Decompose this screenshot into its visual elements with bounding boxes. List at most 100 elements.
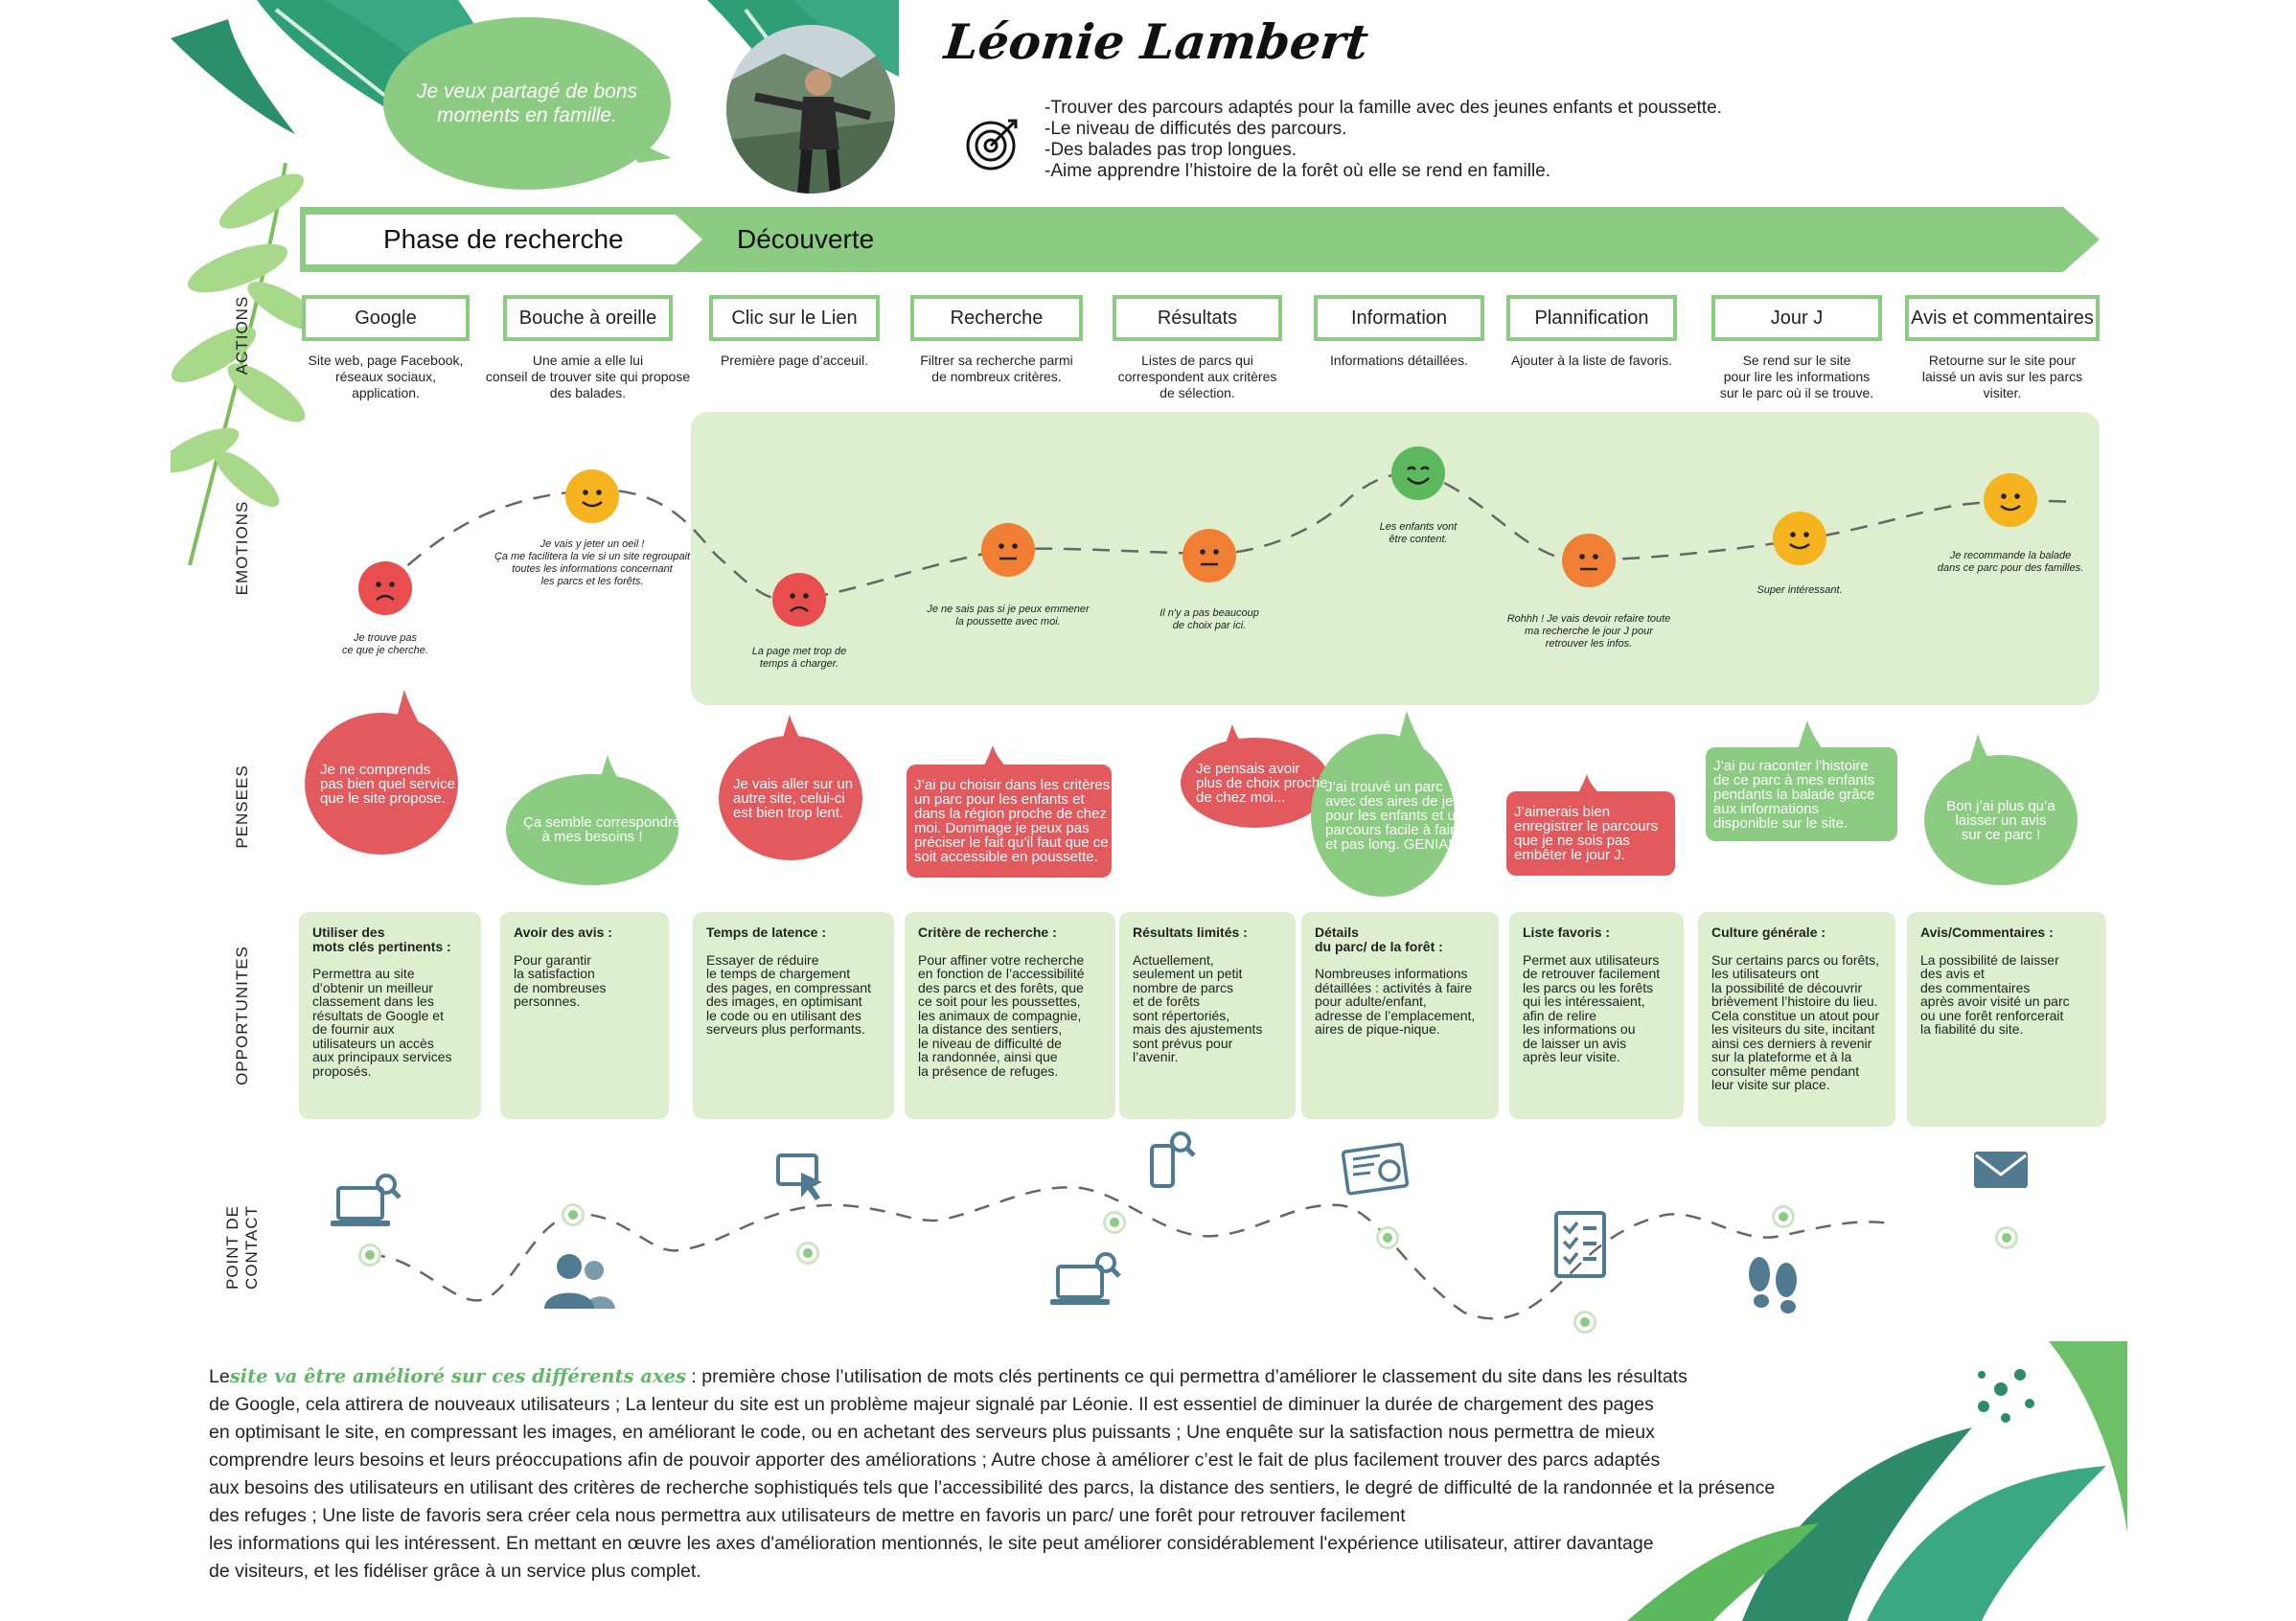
emotion-caption-line: La page met trop de <box>751 646 847 657</box>
thought-lines: J’aimerais bien enregistrer le parcours qu… <box>1514 805 1667 862</box>
thought-bubble-tail <box>393 690 424 732</box>
persona-quote-bubble: Je veux partagé de bons moments en famil… <box>383 17 671 190</box>
thought-line: Je pensais avoir <box>1196 760 1300 777</box>
thought-line: laisser un avis <box>1955 811 2047 829</box>
stage-description-line: Se rend sur le site <box>1742 353 1851 368</box>
thought-bubble-tail <box>596 755 627 793</box>
thought-line: autre site, celui-ci <box>733 789 845 807</box>
thought-bubble-shape <box>1706 747 1897 841</box>
opportunity-title: Critère de recherche : <box>918 925 1057 940</box>
touchpoint-path <box>369 1186 1896 1320</box>
stage-title: Résultats <box>1157 307 1238 329</box>
stage-description-line: sur le parc où il se trouve. <box>1719 385 1874 400</box>
emotion-caption-line: être content. <box>1389 534 1448 545</box>
emotion-caption-line: Ça me facilitera la vie si un site regro… <box>494 551 691 562</box>
stage-description-line: pour lire les informations <box>1723 369 1871 384</box>
thought-line: Je ne comprends <box>320 761 431 778</box>
thought-line: Ça semble correspondre <box>523 814 681 831</box>
thought-bubble-tail <box>1395 711 1426 753</box>
stage-description-line: Retourne sur le site pour <box>1928 353 2077 368</box>
opportunity-card: Critère de recherche : Pour affiner votre… <box>905 912 1115 1119</box>
touchpoint-dot-core <box>365 1250 375 1260</box>
emotion-caption: Rohhh ! Je vais devoir refaire toute ma r… <box>1474 613 1704 651</box>
mobile-search-icon <box>1146 1130 1200 1195</box>
opportunity-title: Temps de latence : <box>706 925 827 940</box>
stage-description-line: Filtrer sa recherche parmi <box>920 353 1073 368</box>
thought-lines: Ça semble correspondre à mes besoins ! <box>523 814 681 844</box>
touchpoint-dot <box>1772 1205 1795 1228</box>
emotion-caption-line: Il n'y a pas beaucoup <box>1159 607 1259 619</box>
thought-lines: Je vais aller sur un autre site, celui-ci… <box>733 775 854 820</box>
touchpoint-dot-core <box>803 1248 813 1258</box>
thought-text: J’aimerais bien enregistrer le parcours qu… <box>1514 791 1667 876</box>
stage-description-line: réseaux sociaux, <box>334 369 437 384</box>
thought-line: enregistrer le parcours <box>1514 818 1659 834</box>
stage-title: Google <box>355 307 417 329</box>
emotion-caption-line: Je trouve pas <box>353 632 418 644</box>
thought-text: J’ai pu choisir dans les critères un parc… <box>914 765 1110 878</box>
stage-description: Filtrer sa recherche parmi de nombreux cr… <box>877 353 1116 385</box>
thought-line: J’aimerais bien <box>1514 804 1611 820</box>
touchpoint-dot <box>796 1242 819 1265</box>
opportunity-body: Pour affiner votre recherche en fonction… <box>918 951 1085 1079</box>
thought-lines: J’ai pu raconter l’histoire de ce parc à … <box>1713 759 1890 831</box>
fern-leaf-decoration <box>171 163 324 565</box>
stage-description-line: laissé un avis sur les parcs <box>1921 369 2083 384</box>
opportunity-body: Actuellement, seulement un petit nombre … <box>1133 951 1263 1064</box>
goal-item: -Aime apprendre l’histoire de la forêt o… <box>1045 161 1551 181</box>
thought-lines: Je pensais avoir plus de choix proche de c… <box>1196 760 1328 806</box>
emotion-curve <box>385 472 2078 602</box>
thought-line: aux informations <box>1713 800 1820 817</box>
thought-line: sur ce parc ! <box>1961 826 2041 843</box>
stage-box: Résultats <box>1113 295 1282 341</box>
stage-title: Avis et commentaires <box>1911 307 2094 329</box>
opportunity-title: Résultats limités : <box>1133 925 1248 940</box>
thought-line: pour les enfants et un <box>1325 807 1464 824</box>
thought-line: pendants la balade grâce <box>1713 786 1875 803</box>
thought-text: Je pensais avoir plus de choix proche de c… <box>1196 738 1328 828</box>
thought-line: dans la région proche de chez <box>914 806 1107 822</box>
stage-description: Informations détaillées. <box>1279 353 1519 369</box>
thought-line: de ce parc à mes enfants <box>1713 771 1875 788</box>
phase-discovery: Découverte <box>737 224 875 254</box>
stage-box: Information <box>1314 295 1484 341</box>
thought-bubbles <box>305 690 2078 897</box>
emotion-caption: Je trouve pas ce que je cherche. <box>270 632 500 657</box>
stage-title: Clic sur le Lien <box>731 307 858 329</box>
tropical-leaf-decoration <box>1627 1341 2127 1621</box>
opportunity-body: Nombreuses informations détaillées : act… <box>1315 966 1476 1037</box>
thought-bubble-tail <box>1575 774 1606 799</box>
checklist-icon <box>1549 1209 1612 1287</box>
emotion-caption: La page met trop de temps à charger. <box>684 646 914 671</box>
touchpoint-dot <box>358 1244 381 1267</box>
thought-line: de chez moi... <box>1196 788 1286 806</box>
emotion-caption-line: Les enfants vont <box>1379 521 1458 533</box>
thought-lines: Bon j’ai plus qu’a laisser un avis sur ce … <box>1940 799 2062 842</box>
stage-description: Une amie a elle lui conseil de trouver si… <box>469 353 708 401</box>
stage-box: Plannification <box>1506 295 1677 341</box>
conclusion-line: de visiteurs, et les fidéliser grâce à u… <box>209 1561 701 1582</box>
stage-description-line: de sélection. <box>1159 385 1235 400</box>
stage-description: Site web, page Facebook, réseaux sociaux,… <box>266 353 506 401</box>
stage-description-line: Ajouter à la liste de favoris. <box>1510 353 1673 368</box>
emotion-caption-line: dans ce parc pour des familles. <box>1937 562 2084 574</box>
touchpoint-dot-core <box>568 1210 578 1220</box>
neutral-face-icon <box>1182 529 1236 582</box>
goal-item: -Le niveau de difficutés des parcours. <box>1045 119 1347 139</box>
thought-line: un parc pour les enfants et <box>914 791 1085 808</box>
thought-line: Je vais aller sur un <box>733 775 854 792</box>
thought-bubble-tail <box>1221 724 1251 757</box>
opportunity-body: Pour garantir la satisfaction de nombreu… <box>514 951 607 1009</box>
emotion-caption: Super intéressant. <box>1685 584 1915 597</box>
thought-bubble-tail <box>1966 734 1997 774</box>
thought-line: Bon j’ai plus qu’a <box>1946 797 2055 814</box>
thought-text: Je ne comprends pas bien quel service que … <box>320 713 455 855</box>
stage-description: Retourne sur le site pour laissé un avis … <box>1883 353 2123 401</box>
thought-bubble-shape <box>305 713 458 855</box>
stage-description-line: Première page d’acceuil. <box>720 353 869 368</box>
opportunity-title: Avis/Commentaires : <box>1920 925 2054 940</box>
stage-description-line: Une amie a elle lui <box>532 353 644 368</box>
stage-description-line: conseil de trouver site qui propose <box>485 369 691 384</box>
target-icon <box>966 119 1018 171</box>
conclusion-line: aux besoins des utilisateurs en utilisan… <box>209 1477 1776 1498</box>
